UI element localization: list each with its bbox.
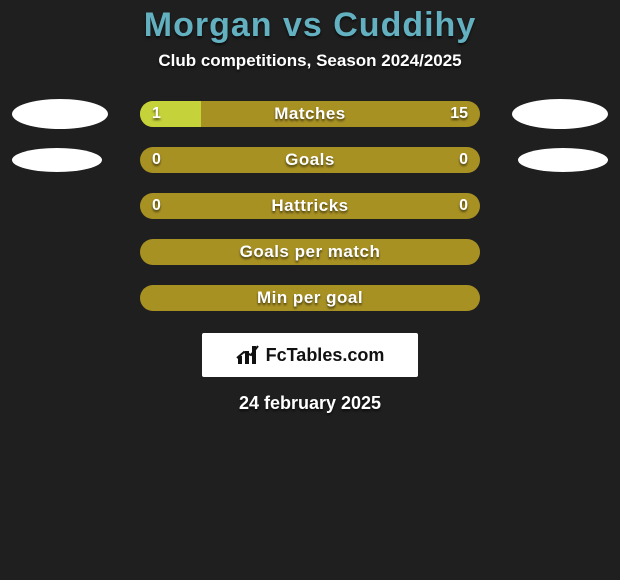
stat-label: Matches [274,104,346,124]
stat-bar: Matches 1 15 [140,101,480,127]
stat-row: Hattricks 0 0 [0,193,620,219]
stat-label: Goals [285,150,335,170]
player-badge-left [12,148,102,172]
stat-fill-left [140,101,201,127]
stat-value-right: 0 [459,197,468,215]
page-subtitle: Club competitions, Season 2024/2025 [0,51,620,71]
stat-value-right: 15 [450,105,468,123]
stat-value-right: 0 [459,151,468,169]
bar-chart-icon [236,344,260,366]
player-badge-left [12,99,108,129]
stat-row: Min per goal [0,285,620,311]
date-label: 24 february 2025 [0,393,620,414]
player-badge-right [518,148,608,172]
stat-bar: Hattricks 0 0 [140,193,480,219]
brand-badge: FcTables.com [202,333,418,377]
stat-row: Goals per match [0,239,620,265]
stat-bar: Goals per match [140,239,480,265]
stat-value-left: 0 [152,151,161,169]
stat-value-left: 0 [152,197,161,215]
player-badge-right [512,99,608,129]
stat-row: Matches 1 15 [0,101,620,127]
stat-rows: Matches 1 15 Goals 0 0 Hattricks 0 0 Goals per ma… [0,101,620,311]
stat-label: Goals per match [240,242,381,262]
stat-row: Goals 0 0 [0,147,620,173]
stat-bar: Min per goal [140,285,480,311]
page-title: Morgan vs Cuddihy [0,0,620,45]
stat-bar: Goals 0 0 [140,147,480,173]
comparison-infographic: Morgan vs Cuddihy Club competitions, Sea… [0,0,620,580]
stat-value-left: 1 [152,105,161,123]
brand-text: FcTables.com [266,345,385,366]
stat-label: Min per goal [257,288,363,308]
stat-label: Hattricks [271,196,348,216]
